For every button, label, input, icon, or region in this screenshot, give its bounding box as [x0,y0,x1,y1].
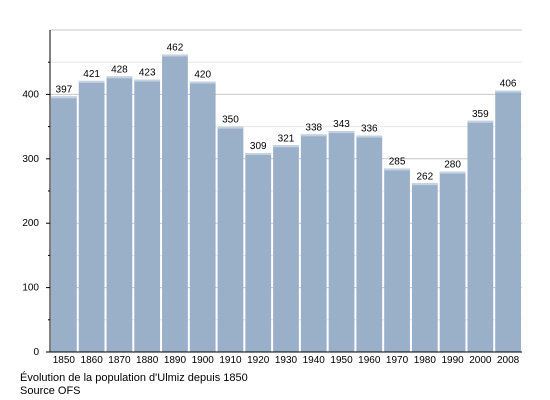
bar-top-highlight [217,126,244,129]
bar-value-label: 309 [250,141,267,152]
x-tick-label: 1860 [81,355,104,366]
bar-value-label: 421 [83,69,100,80]
bar-top-highlight [439,171,466,174]
y-tick-label: 100 [22,283,39,294]
y-tick-label: 300 [22,154,39,165]
y-tick-label: 0 [33,347,39,358]
bar [51,96,77,352]
bar [106,76,133,353]
bar-top-highlight [106,76,133,79]
x-tick-label: 2000 [469,355,492,366]
bar-value-label: 350 [222,115,239,126]
bar [384,168,410,352]
x-tick-label: 1920 [247,355,270,366]
bar-value-label: 280 [444,160,461,171]
bar-top-highlight [78,80,105,83]
bar-value-label: 336 [361,124,378,135]
bar [162,54,188,353]
bar [217,126,244,352]
bar-value-label: 428 [111,64,128,75]
bar-value-label: 285 [389,156,406,167]
x-tick-label: 1950 [330,355,353,366]
bar-value-label: 262 [416,171,433,182]
bar [78,80,105,352]
x-tick-label: 2008 [497,355,520,366]
bar-value-label: 420 [194,70,211,81]
bar-top-highlight [328,131,355,134]
x-tick-label: 1980 [414,355,437,366]
bar [189,81,216,353]
bar-top-highlight [189,81,216,84]
bar [245,153,272,352]
bar [411,183,438,352]
bar-top-highlight [245,153,272,156]
x-tick-label: 1910 [219,355,242,366]
bar-top-highlight [495,90,521,93]
x-tick-label: 1900 [192,355,215,366]
bar-value-label: 359 [472,109,489,120]
bar-value-label: 397 [56,84,73,95]
x-tick-label: 1890 [164,355,187,366]
x-tick-label: 1960 [358,355,381,366]
bar [439,171,466,352]
bar-top-highlight [51,96,77,99]
bar-top-highlight [134,79,161,82]
x-tick-label: 1990 [441,355,464,366]
bar-top-highlight [356,135,383,138]
bar [273,145,299,352]
x-tick-label: 1880 [136,355,159,366]
bar-top-highlight [467,120,494,123]
bar-top-highlight [273,145,299,148]
bar [495,90,521,352]
bar-top-highlight [411,183,438,186]
bar-value-label: 343 [333,119,350,130]
bar-value-label: 406 [500,79,517,90]
bar-value-label: 338 [305,122,322,133]
bar-value-label: 462 [167,42,184,53]
chart-source: Source OFS [20,385,81,397]
bar-value-label: 423 [139,68,156,79]
x-tick-label: 1970 [386,355,409,366]
x-tick-label: 1870 [108,355,131,366]
bar-top-highlight [384,168,410,171]
x-tick-label: 1940 [303,355,326,366]
bar [134,79,161,352]
x-tick-label: 1850 [53,355,76,366]
bar [467,120,494,352]
bar [300,134,327,352]
bar-top-highlight [300,134,327,137]
y-tick-label: 400 [22,89,39,100]
bar-value-label: 321 [278,133,295,144]
y-tick-label: 200 [22,218,39,229]
bar [328,131,355,352]
bar-top-highlight [162,54,188,57]
chart-caption: Évolution de la population d'Ulmiz depui… [20,372,248,384]
bar [356,135,383,352]
x-tick-label: 1930 [275,355,298,366]
